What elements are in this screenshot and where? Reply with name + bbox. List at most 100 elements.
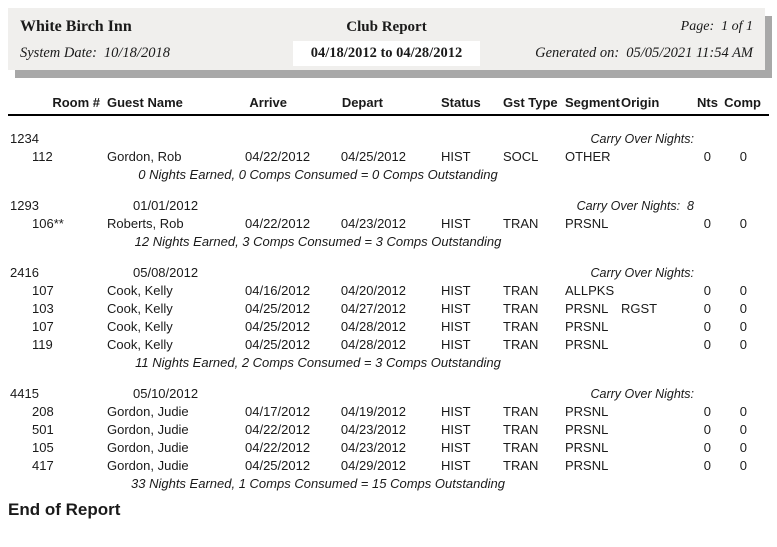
nts-cell: 0: [703, 404, 711, 419]
arrive-cell: 04/25/2012: [245, 319, 311, 334]
nts-cell: 0: [703, 440, 711, 455]
arrive-cell: 04/22/2012: [245, 422, 311, 437]
gst-type-cell: TRAN: [503, 216, 539, 231]
gst-type-cell: TRAN: [503, 283, 539, 298]
spacer-cell: [720, 249, 769, 280]
generated-label: Generated on:: [535, 44, 620, 61]
depart-cell: 04/27/2012: [340, 301, 406, 316]
nts-cell: 0: [703, 422, 711, 437]
report-header: White Birch Inn Club Report Page: 1 of 1 …: [8, 8, 765, 70]
segment-cell: ALLPKS: [565, 283, 615, 298]
comp-cell: 0: [739, 283, 747, 298]
segment-cell: OTHER: [565, 149, 611, 164]
guest-cell: Cook, Kelly: [107, 283, 173, 298]
report-table-body: 1234 Carry Over Nights: 112 Gordon, Rob 04/2…: [8, 115, 769, 491]
room-cell: 208: [32, 404, 54, 419]
spacer-cell: [312, 249, 410, 280]
room-cell: 103: [32, 301, 54, 316]
guest-cell: Gordon, Rob: [107, 149, 182, 164]
status-cell: HIST: [441, 216, 471, 231]
nts-cell: 0: [703, 149, 711, 164]
comp-cell: 0: [739, 458, 747, 473]
col-header-room: Room #: [8, 93, 107, 116]
carry-over-nights: Carry Over Nights:: [590, 132, 695, 146]
comp-cell: 0: [739, 337, 747, 352]
comp-cell: 0: [739, 440, 747, 455]
system-date-value: 10/18/2018: [103, 44, 170, 61]
system-date: System Date: 10/18/2018: [18, 45, 293, 62]
guest-cell: Roberts, Rob: [107, 216, 184, 231]
status-cell: HIST: [441, 283, 471, 298]
origin-cell: [616, 455, 672, 473]
nts-cell: 0: [703, 458, 711, 473]
group-summary-row: 33 Nights Earned, 1 Comps Consumed = 15 …: [8, 473, 769, 491]
guest-cell: Gordon, Judie: [107, 458, 189, 473]
origin-cell: [616, 437, 672, 455]
col-header-depart: Depart: [312, 93, 410, 116]
gst-type-cell: TRAN: [503, 337, 539, 352]
comp-cell: 0: [739, 319, 747, 334]
depart-cell: 04/29/2012: [340, 458, 406, 473]
group-summary-row: 11 Nights Earned, 2 Comps Consumed = 3 C…: [8, 352, 769, 370]
spacer-cell: [312, 370, 410, 401]
origin-cell: [616, 146, 672, 164]
spacer-cell: [245, 115, 312, 146]
nts-cell: 0: [703, 337, 711, 352]
origin-cell: [616, 419, 672, 437]
origin-cell: [616, 316, 672, 334]
header-row-2: System Date: 10/18/2018 04/18/2012 to 04/…: [18, 40, 755, 66]
club-report-table: Room # Guest Name Arrive Depart Status G…: [8, 93, 769, 491]
status-cell: HIST: [441, 319, 471, 334]
col-header-origin: Origin: [616, 93, 672, 116]
group-date: 05/08/2012: [133, 265, 199, 280]
segment-cell: PRSNL: [565, 301, 609, 316]
comp-cell: 0: [739, 301, 747, 316]
group-summary-row: 0 Nights Earned, 0 Comps Consumed = 0 Co…: [8, 164, 769, 182]
depart-cell: 04/25/2012: [340, 149, 406, 164]
guest-cell: Cook, Kelly: [107, 301, 173, 316]
spacer-cell: [245, 370, 312, 401]
guest-stay-row: 107 Cook, Kelly 04/16/2012 04/20/2012 HIST TR…: [8, 280, 769, 298]
gst-type-cell: TRAN: [503, 458, 539, 473]
carry-over-nights: Carry Over Nights:: [590, 266, 695, 280]
col-header-comp: Comp: [720, 93, 769, 116]
col-header-segment: Segment: [560, 93, 620, 116]
depart-cell: 04/28/2012: [340, 319, 406, 334]
gst-type-cell: TRAN: [503, 422, 539, 437]
arrive-cell: 04/22/2012: [245, 149, 311, 164]
group-summary: 0 Nights Earned, 0 Comps Consumed = 0 Co…: [8, 164, 769, 182]
group-header-row: 4415 05/10/2012 Carry Over Nights:: [8, 370, 769, 401]
gst-type-cell: TRAN: [503, 404, 539, 419]
group-summary: 33 Nights Earned, 1 Comps Consumed = 15 …: [8, 473, 769, 491]
header-row-1: White Birch Inn Club Report Page: 1 of 1: [18, 14, 755, 40]
group-code: 4415: [10, 386, 39, 401]
room-cell: 112: [32, 149, 53, 164]
group-date: [107, 115, 245, 146]
comp-cell: 0: [739, 149, 747, 164]
guest-cell: Gordon, Judie: [107, 422, 189, 437]
arrive-cell: 04/22/2012: [245, 216, 311, 231]
table-header-row: Room # Guest Name Arrive Depart Status G…: [8, 93, 769, 116]
status-cell: HIST: [441, 337, 471, 352]
status-cell: HIST: [441, 440, 471, 455]
guest-stay-row: 105 Gordon, Judie 04/22/2012 04/23/2012 HIST…: [8, 437, 769, 455]
spacer-cell: [245, 182, 312, 213]
guest-cell: Cook, Kelly: [107, 319, 173, 334]
depart-cell: 04/19/2012: [340, 404, 406, 419]
carry-over-nights: Carry Over Nights: 8: [576, 199, 694, 213]
guest-stay-row: 106** Roberts, Rob 04/22/2012 04/23/2012 HIS…: [8, 213, 769, 231]
report-title: Club Report: [346, 18, 427, 35]
guest-stay-row: 119 Cook, Kelly 04/25/2012 04/28/2012 HIST TR…: [8, 334, 769, 352]
status-cell: HIST: [441, 149, 471, 164]
spacer-cell: [312, 115, 410, 146]
origin-cell: [616, 401, 672, 419]
guest-cell: Gordon, Judie: [107, 440, 189, 455]
segment-cell: PRSNL: [565, 319, 609, 334]
carry-over-nights: Carry Over Nights:: [590, 387, 695, 401]
group-code: 1234: [10, 131, 39, 146]
origin-cell: RGST: [621, 301, 658, 316]
nts-cell: 0: [703, 319, 711, 334]
col-header-gst-type: Gst Type: [498, 93, 560, 116]
nts-cell: 0: [703, 216, 711, 231]
guest-cell: Gordon, Judie: [107, 404, 189, 419]
